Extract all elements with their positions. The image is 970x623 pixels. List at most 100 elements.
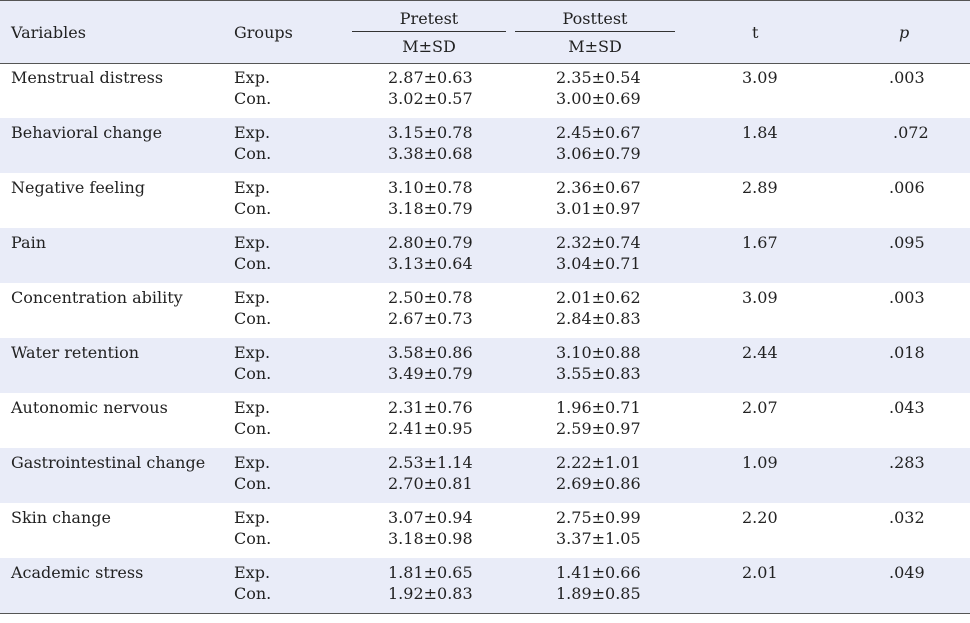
group-cell-con: Con. <box>234 144 272 163</box>
group-cell-con: Con. <box>234 89 272 108</box>
pretest-cell-exp: 3.58±0.86 <box>388 343 473 362</box>
pretest-cell-con: 3.18±0.79 <box>388 199 473 218</box>
posttest-cell-exp: 2.36±0.67 <box>556 178 641 197</box>
pretest-cell-exp: 2.31±0.76 <box>388 398 473 417</box>
pretest-cell: 2.50±0.78 2.67±0.73 <box>388 287 473 329</box>
variable-cell: Menstrual distress <box>11 68 164 87</box>
group-cell-con: Con. <box>234 254 272 273</box>
t-cell: 1.09 <box>742 453 778 472</box>
group-cell-con: Con. <box>234 474 272 493</box>
group-cell: Exp. Con. <box>234 67 271 109</box>
group-cell-exp: Exp. <box>234 343 271 362</box>
table-row: Academic stress Exp. Con. 1.81±0.65 1.92±0.8… <box>0 558 970 613</box>
posttest-cell: 2.36±0.67 3.01±0.97 <box>556 177 641 219</box>
variable-cell: Negative feeling <box>11 178 146 197</box>
table-row: Water retention Exp. Con. 3.58±0.86 3.49±0.7… <box>0 338 970 393</box>
t-cell: 2.89 <box>742 178 778 197</box>
t-cell: 1.67 <box>742 233 778 252</box>
p-cell: .072 <box>893 123 929 142</box>
pretest-cell: 1.81±0.65 1.92±0.83 <box>388 562 473 604</box>
posttest-cell-exp: 2.22±1.01 <box>556 453 641 472</box>
posttest-cell-exp: 2.45±0.67 <box>556 123 641 142</box>
group-cell-con: Con. <box>234 529 272 548</box>
pretest-cell-con: 3.02±0.57 <box>388 89 473 108</box>
pretest-cell-exp: 2.87±0.63 <box>388 68 473 87</box>
posttest-cell-exp: 2.35±0.54 <box>556 68 641 87</box>
pretest-cell: 3.10±0.78 3.18±0.79 <box>388 177 473 219</box>
header-groups: Groups <box>234 23 293 42</box>
header-pretest-msd: M±SD <box>402 37 456 56</box>
t-cell: 2.07 <box>742 398 778 417</box>
pretest-cell-con: 3.18±0.98 <box>388 529 473 548</box>
table-row: Negative feeling Exp. Con. 3.10±0.78 3.18±0.… <box>0 173 970 228</box>
header-p: p <box>899 23 910 42</box>
table-header: Variables Groups Pretest M±SD Posttest M… <box>0 0 970 64</box>
pretest-cell-con: 3.49±0.79 <box>388 364 473 383</box>
variable-cell: Gastrointestinal change <box>11 453 206 472</box>
t-cell: 1.84 <box>742 123 778 142</box>
group-cell: Exp. Con. <box>234 232 271 274</box>
posttest-cell-con: 2.69±0.86 <box>556 474 641 493</box>
variable-cell: Autonomic nervous <box>11 398 168 417</box>
pretest-cell-con: 2.67±0.73 <box>388 309 473 328</box>
posttest-cell-con: 3.00±0.69 <box>556 89 641 108</box>
table-row: Pain Exp. Con. 2.80±0.79 3.13±0.64 2.32±0.74 3… <box>0 228 970 283</box>
table-row: Concentration ability Exp. Con. 2.50±0.78 2.… <box>0 283 970 338</box>
pretest-cell-con: 2.70±0.81 <box>388 474 473 493</box>
table-row: Menstrual distress Exp. Con. 2.87±0.63 3.02±… <box>0 63 970 118</box>
t-cell: 3.09 <box>742 288 778 307</box>
t-cell: 2.44 <box>742 343 778 362</box>
group-cell-exp: Exp. <box>234 68 271 87</box>
t-cell: 3.09 <box>742 68 778 87</box>
pretest-rule <box>352 31 506 32</box>
header-posttest-msd: M±SD <box>568 37 622 56</box>
group-cell: Exp. Con. <box>234 287 271 329</box>
p-cell: .283 <box>889 453 925 472</box>
posttest-cell: 2.35±0.54 3.00±0.69 <box>556 67 641 109</box>
posttest-cell-exp: 3.10±0.88 <box>556 343 641 362</box>
group-cell-exp: Exp. <box>234 233 271 252</box>
group-cell-exp: Exp. <box>234 453 271 472</box>
group-cell-exp: Exp. <box>234 123 271 142</box>
posttest-cell-con: 3.37±1.05 <box>556 529 641 548</box>
pretest-cell-exp: 1.81±0.65 <box>388 563 473 582</box>
posttest-cell-con: 3.06±0.79 <box>556 144 641 163</box>
pretest-cell: 2.87±0.63 3.02±0.57 <box>388 67 473 109</box>
t-cell: 2.20 <box>742 508 778 527</box>
pretest-cell: 3.07±0.94 3.18±0.98 <box>388 507 473 549</box>
group-cell-con: Con. <box>234 199 272 218</box>
posttest-cell-con: 3.01±0.97 <box>556 199 641 218</box>
p-cell: .032 <box>889 508 925 527</box>
posttest-cell: 2.01±0.62 2.84±0.83 <box>556 287 641 329</box>
p-cell: .003 <box>889 68 925 87</box>
table-row: Autonomic nervous Exp. Con. 2.31±0.76 2.41±0… <box>0 393 970 448</box>
group-cell-con: Con. <box>234 364 272 383</box>
posttest-cell-exp: 2.32±0.74 <box>556 233 641 252</box>
variable-cell: Academic stress <box>11 563 144 582</box>
group-cell: Exp. Con. <box>234 397 271 439</box>
group-cell: Exp. Con. <box>234 342 271 384</box>
group-cell-con: Con. <box>234 309 272 328</box>
pretest-cell-exp: 2.50±0.78 <box>388 288 473 307</box>
posttest-cell: 2.75±0.99 3.37±1.05 <box>556 507 641 549</box>
variable-cell: Behavioral change <box>11 123 163 142</box>
posttest-cell-exp: 1.96±0.71 <box>556 398 641 417</box>
variable-cell: Skin change <box>11 508 111 527</box>
posttest-cell-exp: 2.01±0.62 <box>556 288 641 307</box>
header-t: t <box>752 23 759 42</box>
p-cell: .018 <box>889 343 925 362</box>
posttest-cell-con: 2.59±0.97 <box>556 419 641 438</box>
group-cell-con: Con. <box>234 419 272 438</box>
posttest-cell-con: 3.55±0.83 <box>556 364 641 383</box>
group-cell: Exp. Con. <box>234 507 271 549</box>
table-row: Gastrointestinal change Exp. Con. 2.53±1.14… <box>0 448 970 503</box>
group-cell-con: Con. <box>234 584 272 603</box>
pretest-cell-exp: 3.07±0.94 <box>388 508 473 527</box>
posttest-cell: 1.41±0.66 1.89±0.85 <box>556 562 641 604</box>
posttest-cell: 2.32±0.74 3.04±0.71 <box>556 232 641 274</box>
group-cell-exp: Exp. <box>234 508 271 527</box>
posttest-rule <box>515 31 675 32</box>
group-cell-exp: Exp. <box>234 178 271 197</box>
variable-cell: Pain <box>11 233 47 252</box>
p-cell: .006 <box>889 178 925 197</box>
